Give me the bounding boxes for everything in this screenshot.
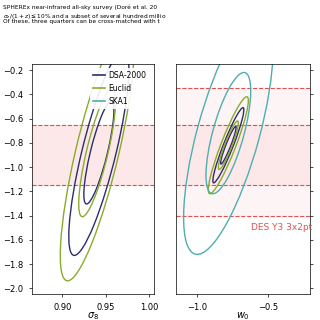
- Text: DES Y3 3x2pt: DES Y3 3x2pt: [251, 223, 312, 232]
- Legend: DSA-2000, Euclid, SKA1: DSA-2000, Euclid, SKA1: [90, 68, 150, 108]
- Text: SPHEREx near-infrared all-sky survey (Doré et al. 20: SPHEREx near-infrared all-sky survey (Do…: [3, 5, 157, 10]
- Text: Of these, three quarters can be cross-matched with t: Of these, three quarters can be cross-ma…: [3, 19, 160, 24]
- Text: $\sigma_z/(1+z) \leq 10\%$ and a subset of several hundred millio: $\sigma_z/(1+z) \leq 10\%$ and a subset …: [3, 12, 167, 21]
- X-axis label: $\sigma_8$: $\sigma_8$: [87, 310, 99, 320]
- Bar: [32, 124, 154, 185]
- Bar: [176, 88, 310, 216]
- X-axis label: $w_0$: $w_0$: [236, 310, 250, 320]
- Bar: [176, 124, 310, 185]
